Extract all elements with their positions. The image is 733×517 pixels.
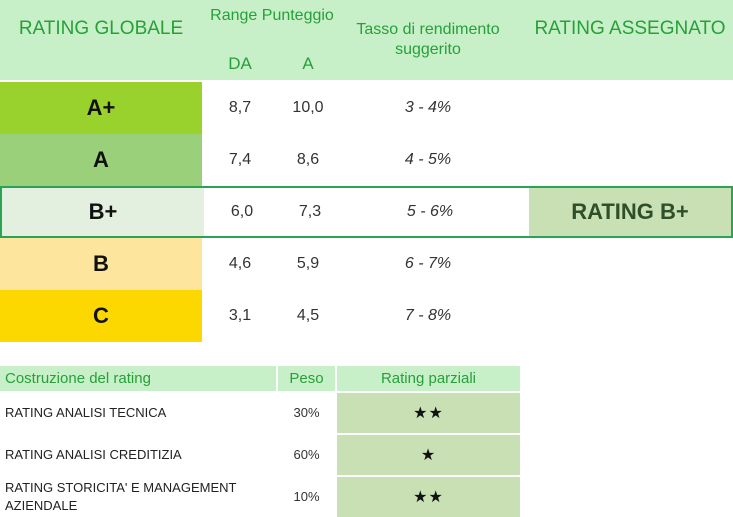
header-a: A xyxy=(302,54,314,73)
assigned-rating-badge: RATING B+ xyxy=(529,188,731,236)
rating-table-header: RATING GLOBALE Range Punteggio DA A Tass… xyxy=(0,0,733,80)
score-to: 4,5 xyxy=(296,307,320,324)
rating-row-highlighted: B+ 6,0 7,3 5 - 6% RATING B+ xyxy=(0,186,733,238)
score-to: 5,9 xyxy=(296,255,320,272)
rating-row: C 3,1 4,5 7 - 8% xyxy=(0,290,733,342)
header-peso: Peso xyxy=(278,366,335,391)
score-from: 6,0 xyxy=(230,203,254,220)
grade-cell: A+ xyxy=(0,82,202,134)
component-weight: 10% xyxy=(293,489,320,504)
construction-row: RATING ANALISI CREDITIZIA 60% ★ xyxy=(0,435,520,475)
suggested-rate: 4 - 5% xyxy=(404,151,452,168)
header-range-punteggio: Range Punteggio xyxy=(210,7,334,24)
suggested-rate: 7 - 8% xyxy=(404,307,452,324)
header-tasso: Tasso di rendimento suggerito xyxy=(356,21,500,58)
header-costruzione: Costruzione del rating xyxy=(0,366,276,391)
score-from: 3,1 xyxy=(228,307,252,324)
grade-cell: B xyxy=(0,238,202,290)
grade-cell: B+ xyxy=(2,188,204,236)
construction-row: RATING ANALISI TECNICA 30% ★★ xyxy=(0,393,520,433)
component-label: RATING ANALISI TECNICA xyxy=(5,404,167,420)
score-from: 8,7 xyxy=(228,99,252,116)
component-label: RATING ANALISI CREDITIZIA xyxy=(5,446,182,462)
grade-cell: C xyxy=(0,290,202,342)
suggested-rate: 3 - 4% xyxy=(404,99,452,116)
star-icon: ★★ xyxy=(337,393,520,433)
suggested-rate: 6 - 7% xyxy=(404,255,452,272)
score-from: 4,6 xyxy=(228,255,252,272)
header-rating-globale: RATING GLOBALE xyxy=(18,18,184,39)
rating-row: A 7,4 8,6 4 - 5% xyxy=(0,134,733,186)
component-weight: 60% xyxy=(293,447,320,462)
score-to: 7,3 xyxy=(298,203,322,220)
score-to: 10,0 xyxy=(292,99,324,116)
header-rating-assegnato: RATING ASSEGNATO xyxy=(534,18,726,39)
star-icon: ★ xyxy=(337,435,520,475)
star-icon: ★★ xyxy=(337,477,520,517)
component-label: RATING STORICITA' E MANAGEMENT AZIENDALE xyxy=(5,479,237,513)
construction-row: RATING STORICITA' E MANAGEMENT AZIENDALE… xyxy=(0,477,520,517)
rating-row: B 4,6 5,9 6 - 7% xyxy=(0,238,733,290)
header-rating-parziali: Rating parziali xyxy=(337,366,520,391)
score-to: 8,6 xyxy=(296,151,320,168)
header-da: DA xyxy=(228,54,252,73)
suggested-rate: 5 - 6% xyxy=(406,203,454,220)
rating-row: A+ 8,7 10,0 3 - 4% xyxy=(0,82,733,134)
component-weight: 30% xyxy=(293,405,320,420)
score-from: 7,4 xyxy=(228,151,252,168)
grade-cell: A xyxy=(0,134,202,186)
